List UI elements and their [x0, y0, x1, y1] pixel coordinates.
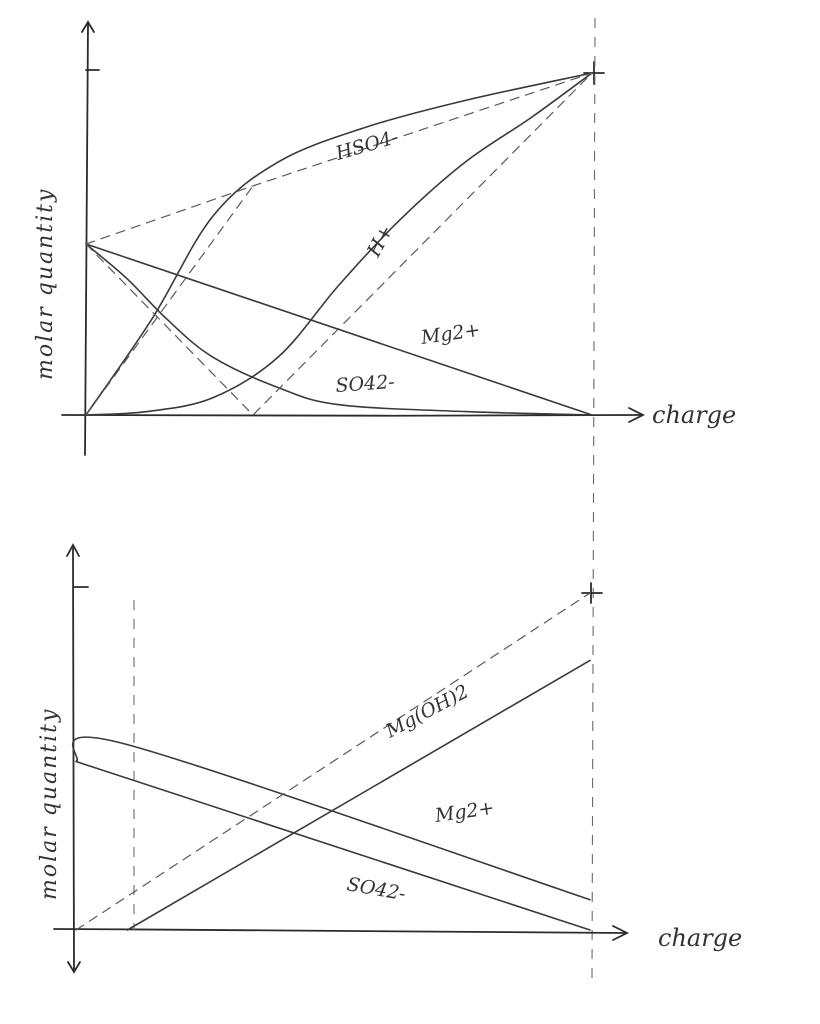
bottom-guide-dashed-line-1 — [75, 592, 591, 931]
bottom-y-axis-bottom-arrowhead — [67, 961, 81, 974]
bottom-x-axis-arrowhead — [612, 925, 630, 941]
shared-max-charge-guide — [591, 17, 596, 979]
top-label-so4: SO42- — [335, 371, 396, 397]
bottom-x-axis — [53, 928, 626, 934]
top-y-axis-arrowhead — [81, 20, 95, 33]
bottom-mg2-line — [71, 736, 591, 901]
top-x-axis — [61, 414, 642, 417]
top-label-hso4: HSO4- — [332, 126, 400, 165]
top-h-line — [85, 72, 593, 416]
top-x-axis-label: charge — [652, 401, 736, 429]
bottom-y-axis — [72, 547, 75, 971]
bottom-y-axis-arrowhead — [66, 543, 80, 557]
top-y-axis — [84, 23, 89, 456]
bottom-chart: charge molar quantity Mg(OH)2 Mg2+ SO42- — [37, 543, 742, 974]
bottom-y-axis-label: molar quantity — [37, 708, 62, 900]
top-so4-2-line — [85, 243, 593, 416]
bottom-max-marker — [581, 582, 603, 604]
top-mg2-line — [85, 243, 593, 416]
top-chart: charge molar quantity HSO4- H+ Mg2+ SO42… — [33, 20, 736, 456]
top-guide-dashed-line-3 — [85, 72, 593, 416]
bottom-label-mg2: Mg2+ — [433, 797, 496, 827]
top-max-marker — [583, 61, 605, 85]
top-label-mg2: Mg2+ — [419, 319, 482, 349]
top-x-axis-arrowhead — [628, 407, 646, 423]
bottom-label-so4: SO42- — [345, 873, 407, 905]
top-y-axis-label: molar quantity — [33, 188, 58, 380]
bottom-label-mg-oh-2: Mg(OH)2 — [381, 680, 472, 742]
top-hso4-line — [85, 72, 593, 416]
bottom-so4-2-line — [75, 760, 591, 931]
bottom-series-lines — [71, 592, 591, 931]
top-series-lines — [85, 72, 593, 416]
bottom-x-axis-label: charge — [658, 924, 742, 952]
bottom-mg-oh-2-line — [126, 659, 591, 931]
top-guide-dashed-line-1 — [85, 72, 593, 245]
